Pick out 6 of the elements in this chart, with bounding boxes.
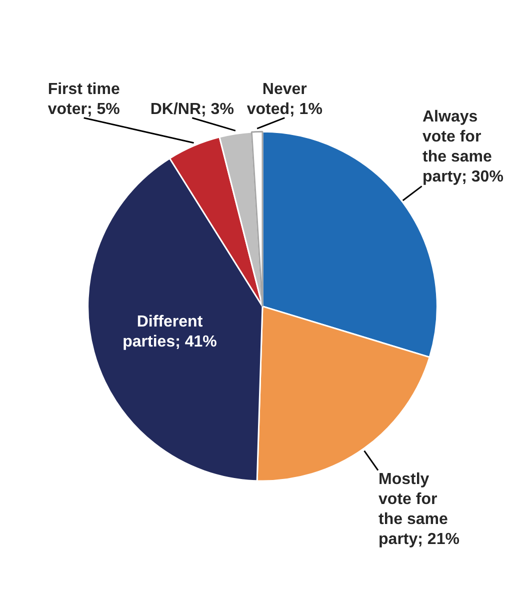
slice-label: Different parties; 41% bbox=[122, 313, 217, 350]
slice-label: First time voter; 5% bbox=[48, 80, 120, 118]
slice-label: Mostly vote for the same party; 21% bbox=[378, 471, 460, 548]
slice-label: Never voted; 1% bbox=[246, 80, 322, 118]
slice-label: Always vote for the same party; 30% bbox=[422, 108, 504, 186]
slice-label: DK/NR; 3% bbox=[150, 100, 234, 118]
